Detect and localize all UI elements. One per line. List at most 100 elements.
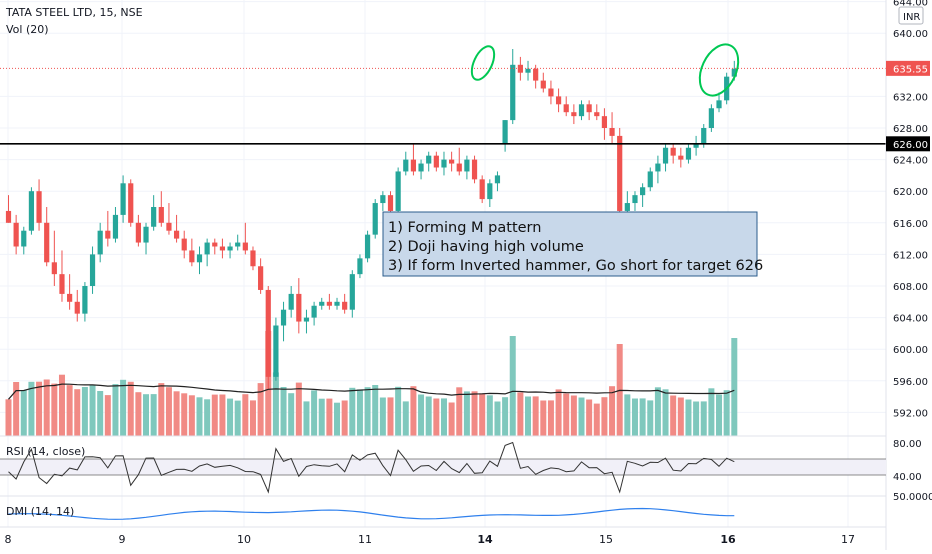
candle-body (456, 163, 462, 172)
price-axis[interactable]: 644.00 640.00 632.00 628.00 624.00 620.00 616.… (893, 0, 928, 419)
candle-layer (5, 49, 737, 389)
volume-bar (471, 391, 478, 436)
candle-body (418, 163, 424, 172)
volume-bar (303, 401, 310, 436)
candle-body (334, 301, 340, 306)
candle-body (303, 317, 310, 322)
time-tick-17: 17 (841, 533, 855, 546)
price-tick-644: 644.00 (893, 0, 928, 9)
candle-body (403, 159, 409, 172)
volume-bar (66, 385, 73, 436)
candle-body (349, 274, 355, 310)
volume-bar (288, 393, 295, 436)
candle-body (487, 183, 493, 200)
candle-body (204, 242, 210, 255)
annotation-line-3: 3) If form Inverted hammer, Go short for… (388, 258, 763, 274)
candle-body (578, 104, 585, 117)
volume-bar (716, 394, 723, 436)
volume-bar (311, 390, 318, 436)
volume-bar (639, 398, 646, 436)
candle-body (693, 143, 699, 148)
candle-body (326, 301, 332, 306)
volume-bar (219, 394, 226, 436)
candle-body (540, 80, 546, 89)
volume-bar (402, 401, 409, 436)
candle-body (173, 230, 180, 239)
volume-bar (731, 338, 738, 436)
annotation-box[interactable]: 1) Forming M pattern 2) Doji having high… (382, 211, 763, 277)
candle-body (410, 159, 417, 172)
volume-bar (631, 398, 638, 436)
price-tick-640: 640.00 (893, 29, 928, 40)
candle-body (28, 191, 35, 231)
symbol-label: TATA STEEL LTD, 15, NSE (5, 6, 143, 19)
candle-body (311, 305, 317, 318)
current-price-tag-bg (886, 60, 930, 76)
volume-bar (150, 394, 157, 436)
volume-bar (440, 398, 447, 436)
price-tick-616: 616.00 (893, 219, 928, 230)
volume-bar (677, 397, 684, 436)
candle-body (678, 155, 684, 160)
candle-body (74, 301, 80, 314)
volume-bar (532, 396, 539, 436)
currency-badge[interactable]: INR (898, 6, 924, 25)
candle-body (105, 230, 111, 239)
time-tick-9: 9 (119, 533, 126, 546)
candle-body (555, 96, 562, 105)
volume-bar (104, 395, 111, 436)
candle-body (227, 246, 233, 251)
volume-bar (570, 395, 577, 436)
time-axis[interactable]: 8 9 10 11 14 15 16 17 (5, 533, 856, 546)
candle-body (250, 250, 256, 267)
volume-bar (242, 394, 249, 436)
candle-body (212, 242, 218, 247)
volume-bar (509, 336, 516, 436)
volume-bar (601, 397, 608, 436)
candle-body (372, 203, 378, 235)
candle-body (632, 195, 638, 204)
candle-body (166, 222, 172, 231)
price-tick-632: 632.00 (893, 92, 928, 103)
volume-bar (43, 379, 50, 436)
candle-body (533, 68, 539, 81)
volume-bar (58, 374, 65, 436)
volume-bar (586, 399, 593, 436)
candle-body (288, 293, 294, 310)
volume-bar (188, 395, 195, 436)
candle-body (319, 301, 325, 306)
candle-body (242, 242, 248, 251)
price-tick-596: 596.00 (893, 377, 928, 388)
volume-bar (372, 385, 379, 436)
candle-body (731, 68, 737, 77)
price-tick-592: 592.00 (893, 408, 928, 419)
volume-bar (525, 396, 532, 436)
volume-bar (387, 397, 394, 436)
volume-bar (494, 401, 501, 436)
candle-body (189, 250, 195, 263)
candle-body (364, 234, 371, 259)
volume-bar (609, 386, 616, 436)
candle-body (51, 262, 57, 275)
volume-bar (456, 387, 463, 436)
dmi-line (8, 507, 735, 520)
candle-body (449, 159, 455, 164)
time-tick-11: 11 (358, 533, 372, 546)
candle-body (594, 112, 600, 117)
volume-bar (257, 383, 264, 436)
candle-body (655, 163, 661, 172)
current-price-tag[interactable]: 635.55 (886, 60, 930, 76)
volume-layer (5, 331, 738, 436)
candle-body (601, 116, 608, 128)
candle-body (563, 104, 569, 113)
volume-bar (74, 389, 81, 436)
highlight-circle-left (470, 45, 496, 81)
candle-body (701, 128, 707, 144)
volume-bar (341, 400, 348, 436)
volume-bar (326, 398, 333, 436)
annotation-line-1: 1) Forming M pattern (388, 220, 541, 236)
level-price-tag[interactable]: 626.00 (886, 136, 930, 152)
volume-bar (89, 384, 96, 436)
